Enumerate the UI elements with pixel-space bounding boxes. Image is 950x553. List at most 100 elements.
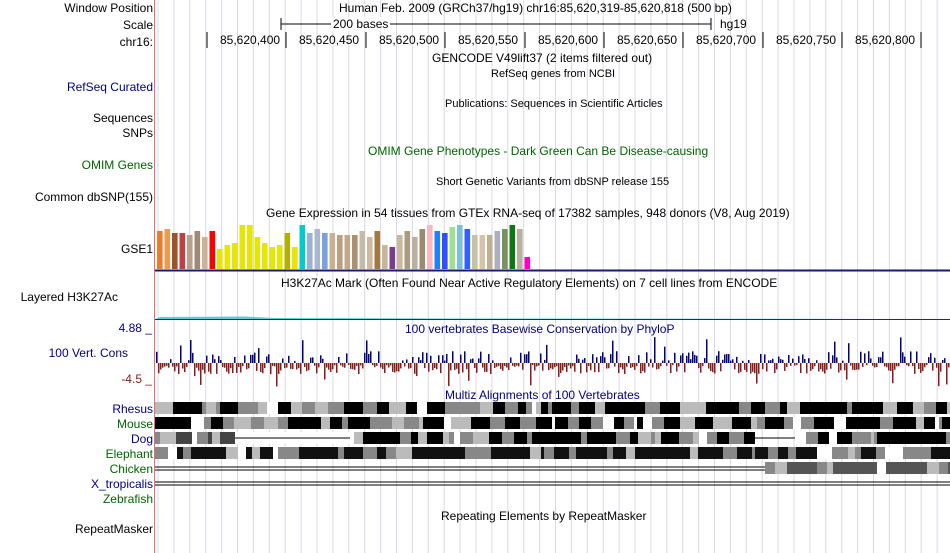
alignment-block	[412, 447, 416, 459]
alignment-block	[859, 417, 875, 429]
gtex-tissue-bar[interactable]	[232, 243, 238, 269]
snps-track-label[interactable]: SNPs	[122, 126, 153, 140]
gtex-tissue-bar[interactable]	[164, 229, 171, 269]
gtex-tissue-bar[interactable]	[299, 225, 306, 269]
gtex-tissue-bar[interactable]	[404, 231, 411, 269]
gtex-tissue-bar[interactable]	[449, 227, 456, 269]
gtex-tissue-bar[interactable]	[172, 233, 178, 269]
gtex-tissue-bar[interactable]	[442, 233, 448, 269]
gtex-tissue-bar[interactable]	[277, 245, 283, 269]
gtex-tissue-bar[interactable]	[524, 257, 531, 269]
conservation-wiggle[interactable]	[155, 333, 950, 389]
gtex-tissue-bar[interactable]	[209, 231, 216, 269]
gtex-tissue-bar[interactable]	[494, 231, 501, 269]
gtex-tissue-bar[interactable]	[247, 225, 253, 269]
gtex-tissue-bar[interactable]	[374, 231, 381, 269]
gtex-tissue-bar[interactable]	[367, 237, 373, 269]
gtex-tissue-bar[interactable]	[502, 229, 508, 269]
gtex-tissue-bar[interactable]	[517, 229, 523, 269]
alignment-block	[902, 462, 913, 474]
alignment-block	[922, 432, 927, 444]
alignment-block	[567, 432, 581, 444]
gtex-tissue-bar[interactable]	[157, 231, 163, 269]
gtex-tissue-bar[interactable]	[322, 233, 328, 269]
publications-track-title: Publications: Sequences in Scientific Ar…	[445, 98, 663, 110]
alignment-block	[467, 417, 471, 429]
gtex-tissue-bar[interactable]	[202, 237, 208, 269]
gtex-tissue-bar[interactable]	[427, 225, 433, 269]
gtex-tissue-bar[interactable]	[412, 237, 418, 269]
gtex-tissue-bar[interactable]	[344, 235, 351, 269]
gtex-tissue-bar[interactable]	[337, 235, 343, 269]
position-text: Human Feb. 2009 (GRCh37/hg19) chr16:85,6…	[339, 1, 732, 15]
alignment-block	[680, 402, 693, 414]
alignment-block	[841, 462, 844, 474]
gtex-tissue-bar[interactable]	[487, 235, 493, 269]
h3k27ac-signal[interactable]	[155, 292, 950, 322]
gtex-tissue-bar[interactable]	[292, 247, 298, 269]
gtex-tissue-bar[interactable]	[262, 243, 268, 269]
gtex-tissue-bar[interactable]	[397, 235, 403, 269]
gtex-tissue-bar[interactable]	[314, 229, 321, 269]
alignment-block	[877, 462, 886, 474]
species-xtropicalis-label[interactable]: X_tropicalis	[90, 477, 153, 491]
h3k27ac-track-label[interactable]: Layered H3K27Ac	[20, 290, 118, 304]
ruler-tick-label: 85,620,600	[538, 33, 598, 47]
sequences-track-label[interactable]: Sequences	[92, 111, 153, 125]
gtex-tissue-bar[interactable]	[254, 237, 261, 269]
alignment-block	[191, 417, 204, 429]
gtex-tissue-bar[interactable]	[284, 233, 291, 269]
gtex-tissue-bar[interactable]	[457, 225, 463, 269]
omim-track-label[interactable]: OMIM Genes	[81, 158, 153, 172]
conservation-track-label[interactable]: 100 Vert. Cons	[48, 346, 128, 360]
alignment-block	[664, 447, 667, 459]
gtex-tissue-bar[interactable]	[269, 247, 276, 269]
gtex-tissue-bar[interactable]	[479, 235, 486, 269]
alignment-block	[893, 417, 906, 429]
alignment-block	[243, 402, 258, 414]
gtex-tissue-bar[interactable]	[464, 229, 471, 269]
alignment-block	[778, 447, 788, 459]
gtex-tissue-bar[interactable]	[509, 225, 516, 269]
gtex-tissue-bar[interactable]	[217, 249, 223, 269]
base-position-ruler[interactable]: 85,620,400 85,620,450 85,620,500 85,620,550…	[155, 30, 950, 52]
alignment-block	[903, 447, 918, 459]
gtex-tissue-bar[interactable]	[179, 233, 186, 269]
gtex-tissue-bar[interactable]	[382, 245, 388, 269]
repeatmasker-track-label[interactable]: RepeatMasker	[74, 522, 153, 536]
gtex-expression-bars[interactable]	[155, 222, 950, 274]
alignment-block	[723, 447, 737, 459]
alignment-block	[723, 402, 729, 414]
gtex-tissue-bar[interactable]	[472, 235, 478, 269]
alignment-block	[947, 402, 950, 414]
scale-label: Scale	[122, 18, 153, 32]
alignment-block	[518, 402, 526, 414]
alignment-block	[520, 417, 536, 429]
gtex-tissue-bar[interactable]	[352, 235, 358, 269]
gtex-tissue-bar[interactable]	[359, 231, 366, 269]
species-elephant-label[interactable]: Elephant	[105, 447, 153, 461]
species-chicken-label[interactable]: Chicken	[109, 462, 153, 476]
dbsnp-track-label[interactable]: Common dbSNP(155)	[34, 190, 153, 204]
refseq-track-label[interactable]: RefSeq Curated	[66, 80, 153, 94]
alignment-block	[737, 447, 752, 459]
alignment-block	[781, 417, 784, 429]
gtex-track-label[interactable]: GSE1	[120, 242, 153, 256]
alignment-block	[910, 402, 913, 414]
gtex-tissue-bar[interactable]	[307, 233, 313, 269]
gtex-tissue-bar[interactable]	[187, 235, 193, 269]
alignment-block	[706, 402, 717, 414]
gtex-tissue-bar[interactable]	[419, 229, 426, 269]
gtex-tissue-bar[interactable]	[194, 231, 201, 269]
gtex-tissue-bar[interactable]	[224, 245, 231, 269]
species-zebrafish-label[interactable]: Zebrafish	[102, 492, 153, 506]
gtex-tissue-bar[interactable]	[389, 247, 396, 269]
gtex-tissue-bar[interactable]	[239, 225, 246, 269]
gtex-tissue-bar[interactable]	[329, 233, 336, 269]
species-dog-label[interactable]: Dog	[130, 432, 153, 446]
gtex-tissue-bar[interactable]	[434, 231, 441, 269]
species-mouse-label[interactable]: Mouse	[116, 417, 153, 431]
species-rhesus-label[interactable]: Rhesus	[112, 402, 153, 416]
multiz-alignments[interactable]	[155, 402, 950, 497]
alignment-block	[204, 417, 211, 429]
